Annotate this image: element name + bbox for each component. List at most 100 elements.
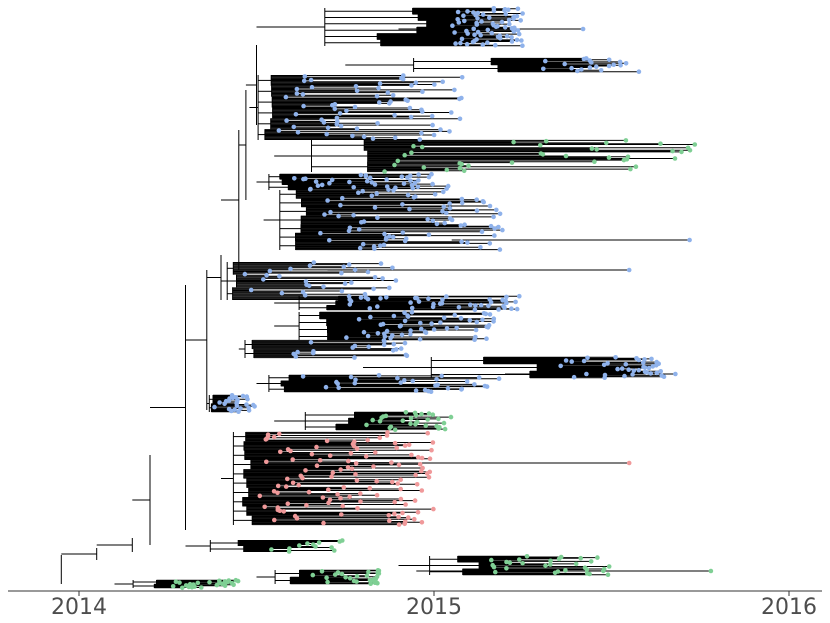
tree-tip bbox=[402, 443, 408, 448]
tree-tip bbox=[423, 423, 429, 428]
tree-tip bbox=[408, 114, 414, 120]
tree-tip bbox=[207, 580, 212, 585]
tree-tip bbox=[429, 113, 435, 119]
tree-tip bbox=[506, 7, 511, 13]
tree-tip bbox=[313, 544, 318, 549]
tree-tip bbox=[417, 336, 423, 342]
tree-tip bbox=[315, 183, 321, 188]
tree-tip bbox=[458, 40, 463, 46]
tree-tip bbox=[390, 479, 395, 485]
tree-tip bbox=[497, 247, 503, 252]
tree-tip bbox=[425, 216, 431, 222]
tree-tip bbox=[466, 163, 471, 169]
tree-tip bbox=[337, 111, 343, 116]
tree-tip bbox=[409, 150, 414, 155]
tree-tip bbox=[496, 376, 502, 382]
tree-tip bbox=[371, 286, 376, 292]
tree-tip bbox=[384, 295, 389, 300]
tree-tip bbox=[376, 373, 382, 378]
x-tick-label-2015: 2015 bbox=[406, 595, 462, 620]
tree-tip bbox=[328, 209, 333, 215]
tree-tip bbox=[511, 29, 517, 34]
tree-tip bbox=[496, 307, 501, 312]
tree-tip bbox=[458, 223, 464, 228]
tree-tip bbox=[457, 116, 463, 122]
tree-tip bbox=[472, 337, 477, 343]
tree-tip bbox=[580, 26, 586, 32]
tree-tip bbox=[352, 104, 358, 110]
tree-tip bbox=[485, 27, 491, 33]
tree-tip bbox=[492, 226, 497, 231]
tree-tip bbox=[235, 578, 241, 584]
tree-tip bbox=[356, 227, 362, 232]
tree-tip bbox=[633, 164, 639, 169]
tree-tip bbox=[473, 327, 479, 333]
tree-tip bbox=[481, 199, 487, 205]
tree-tip bbox=[450, 23, 455, 29]
tree-tip bbox=[271, 434, 277, 440]
tree-tip bbox=[372, 182, 378, 187]
tree-tip bbox=[441, 204, 447, 210]
tree-tip bbox=[419, 520, 425, 525]
tree-tip bbox=[408, 178, 413, 184]
tree-tip bbox=[401, 181, 407, 186]
tree-tip bbox=[365, 437, 371, 443]
tree-tip bbox=[290, 480, 296, 486]
tree-tips bbox=[170, 6, 714, 591]
tree-tip bbox=[395, 481, 401, 486]
tree-tip bbox=[295, 349, 300, 355]
tree-tip bbox=[416, 299, 422, 304]
tree-tip bbox=[428, 389, 434, 395]
tree-tip bbox=[407, 206, 412, 212]
tree-tip bbox=[417, 137, 423, 142]
tree-tip bbox=[513, 299, 518, 305]
tree-tip bbox=[409, 452, 414, 458]
tree-tip bbox=[623, 138, 629, 143]
tree-tip bbox=[511, 139, 516, 145]
tree-tip bbox=[444, 167, 450, 173]
tree-tip bbox=[354, 88, 360, 94]
tree-tip bbox=[404, 353, 410, 359]
tree-tip bbox=[594, 147, 599, 152]
tree-tip bbox=[473, 303, 478, 308]
tree-tip bbox=[488, 300, 494, 305]
tree-tip bbox=[366, 344, 372, 350]
tree-tip bbox=[307, 187, 313, 192]
tree-tip bbox=[347, 302, 353, 307]
tree-tip bbox=[365, 296, 371, 302]
tree-tip bbox=[441, 189, 446, 195]
tree-tip bbox=[394, 445, 400, 451]
tree-tip bbox=[636, 69, 642, 74]
tree-tip bbox=[329, 545, 334, 550]
tree-tip bbox=[323, 384, 329, 390]
tree-tip bbox=[245, 397, 250, 402]
tree-tip bbox=[405, 314, 411, 319]
tree-tip bbox=[578, 555, 583, 561]
tree-tip bbox=[326, 500, 331, 506]
tree-tip bbox=[288, 266, 293, 272]
tree-tip bbox=[431, 327, 437, 332]
tree-tip bbox=[344, 108, 349, 113]
tree-tip bbox=[306, 283, 312, 289]
tree-tip bbox=[474, 208, 480, 213]
tree-tip bbox=[447, 201, 453, 206]
tree-tip bbox=[391, 313, 397, 319]
tree-tip bbox=[449, 217, 455, 223]
tree-tip bbox=[367, 175, 373, 181]
tree-tip bbox=[358, 491, 363, 496]
tree-tip bbox=[314, 444, 319, 450]
tree-tip bbox=[320, 495, 326, 500]
x-tick-label-2014: 2014 bbox=[51, 595, 107, 620]
tree-tip bbox=[592, 159, 597, 164]
tree-tip bbox=[392, 440, 398, 446]
tree-tip bbox=[294, 86, 300, 92]
tree-tip bbox=[346, 458, 351, 464]
tree-tip bbox=[418, 320, 423, 326]
tree-tip bbox=[349, 466, 355, 472]
tree-tip bbox=[384, 433, 390, 438]
tree-tip bbox=[290, 457, 296, 462]
tree-tip bbox=[524, 554, 530, 559]
tree-tip bbox=[354, 478, 360, 483]
tree-tip bbox=[455, 9, 461, 15]
tree-tip bbox=[579, 67, 584, 72]
